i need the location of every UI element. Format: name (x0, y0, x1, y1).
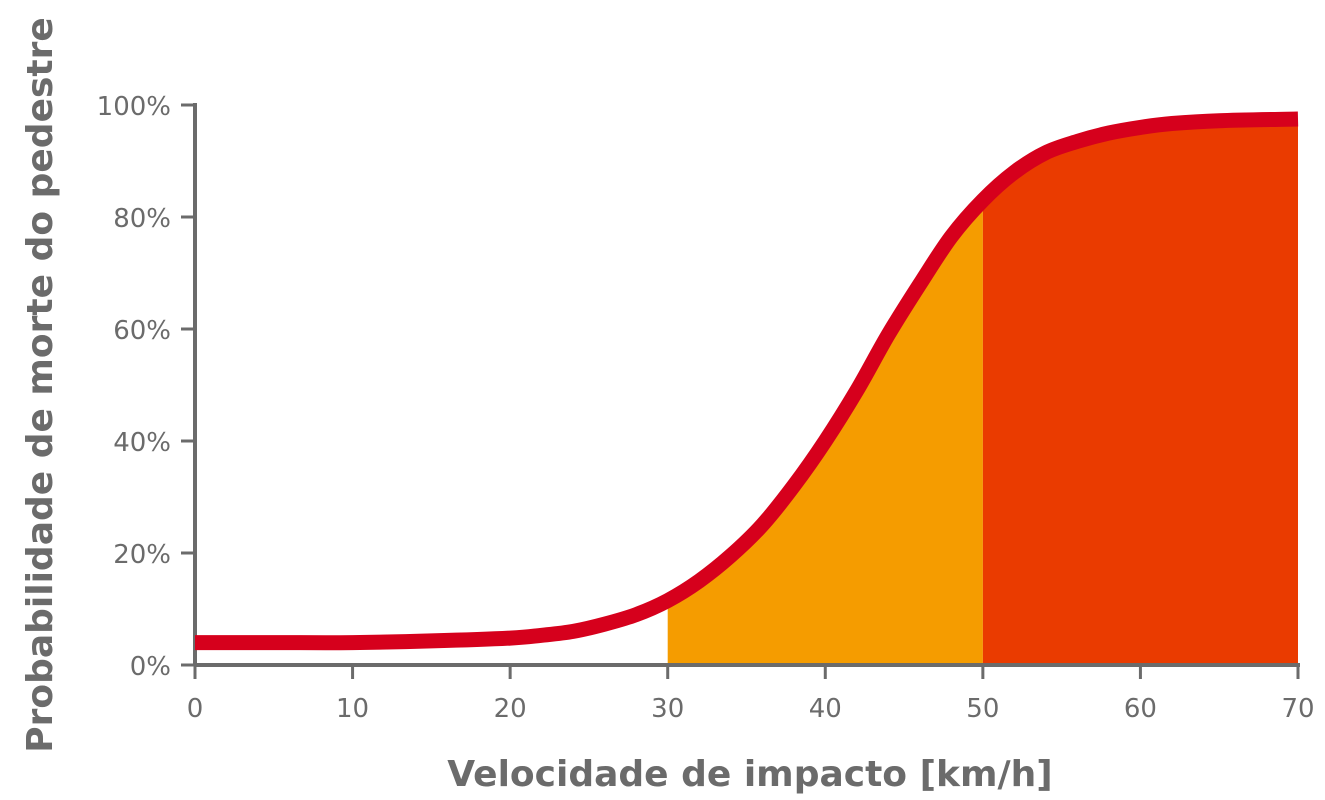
probability-curve-line (194, 111, 1299, 651)
y-axis-title: Probabilidade de morte do pedestre (20, 17, 61, 753)
y-tick-label: 60% (113, 316, 171, 346)
y-tick-label: 80% (113, 204, 171, 234)
x-tick-label: 0 (187, 694, 204, 724)
x-tick-label: 20 (494, 694, 527, 724)
y-tick-label: 100% (97, 92, 171, 122)
x-tick-label: 60 (1124, 694, 1157, 724)
y-tick-label: 0% (130, 652, 171, 682)
y-tick-label: 40% (113, 428, 171, 458)
x-tick-label: 70 (1281, 694, 1314, 724)
x-tick-label: 40 (809, 694, 842, 724)
band-50-70 (982, 119, 1298, 665)
x-tick-label: 30 (651, 694, 684, 724)
x-tick-label: 50 (966, 694, 999, 724)
x-axis-title: Velocidade de impacto [km/h] (447, 754, 1052, 795)
tick-labels: 0% 20% 40% 60% 80% 100% 0 10 20 30 40 50 60 70 (97, 92, 1315, 724)
x-tick-label: 10 (336, 694, 369, 724)
axes (181, 103, 1300, 679)
probability-curve (194, 111, 1299, 651)
y-tick-label: 20% (113, 540, 171, 570)
